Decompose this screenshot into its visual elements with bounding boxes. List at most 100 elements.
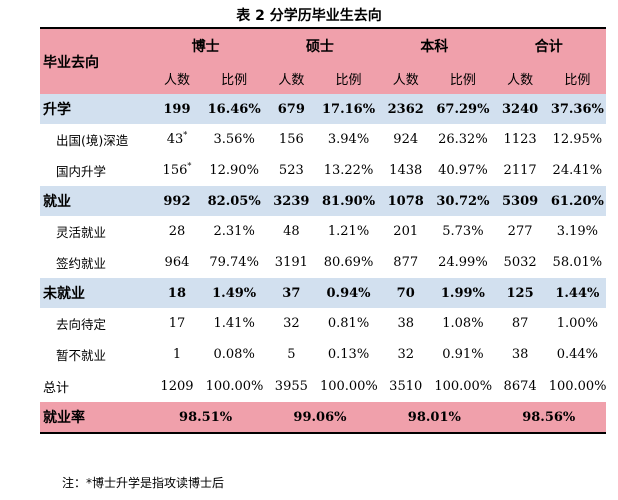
- count-value: 43: [166, 132, 184, 147]
- ratio-cell: 40.97%: [438, 163, 488, 178]
- ratio-cell: 3.19%: [556, 224, 598, 239]
- count-cell: 679: [262, 94, 320, 124]
- sub-header-count: 人数: [377, 62, 435, 94]
- ratio-cell: 26.32%: [438, 132, 488, 147]
- count-cell: 3239: [262, 186, 320, 216]
- ratio-cell: 13.22%: [323, 163, 374, 178]
- rate-value: 98.51%: [148, 402, 263, 434]
- sub-header-ratio: 比例: [434, 62, 492, 94]
- row-label: 出国(境)深造: [56, 133, 129, 148]
- ratio-cell: 1.41%: [213, 316, 255, 331]
- ratio-cell: 0.81%: [327, 316, 370, 331]
- group-header-bachelor: 本科: [377, 27, 492, 62]
- count-cell: 5: [287, 347, 296, 362]
- table-row: 暂不就业 1 0.08% 5 0.13% 32 0.91% 38 0.44%: [40, 339, 606, 370]
- sub-header-ratio: 比例: [319, 62, 378, 94]
- ratio-cell: 24.41%: [552, 163, 603, 178]
- ratio-cell: 1.49%: [205, 278, 263, 308]
- ratio-cell: 0.94%: [319, 278, 378, 308]
- ratio-cell: 82.05%: [205, 186, 263, 216]
- count-cell: 277: [507, 224, 533, 239]
- count-cell: 125: [491, 278, 549, 308]
- count-cell: 2362: [377, 94, 435, 124]
- row-label: 未就业: [40, 278, 149, 308]
- count-cell: 1: [172, 347, 182, 362]
- ratio-cell: 58.01%: [552, 255, 603, 270]
- count-cell: 3510: [389, 378, 423, 394]
- count-cell: 2117: [503, 163, 537, 178]
- table-row: 去向待定 17 1.41% 32 0.81% 38 1.08% 87 1.00%: [40, 308, 606, 339]
- row-label: 国内升学: [56, 164, 107, 179]
- ratio-cell: 17.16%: [319, 94, 378, 124]
- ratio-cell: 81.90%: [319, 186, 378, 216]
- count-cell: 1209: [160, 378, 194, 394]
- ratio-cell: 3.94%: [327, 132, 370, 147]
- ratio-cell: 24.99%: [438, 255, 488, 270]
- ratio-cell: 1.99%: [434, 278, 492, 308]
- table-row: 出国(境)深造 43* 3.56% 156 3.94% 924 26.32% 1123 12.9…: [40, 124, 606, 155]
- row-label: 暂不就业: [56, 348, 107, 363]
- count-cell: 37: [262, 278, 320, 308]
- rate-value: 98.01%: [377, 402, 492, 434]
- count-cell: 8674: [503, 378, 537, 394]
- row-label: 就业率: [40, 402, 149, 434]
- count-cell: 5032: [503, 255, 537, 270]
- count-cell: 523: [278, 163, 304, 178]
- count-cell: 877: [393, 255, 419, 270]
- count-cell: 156*: [148, 155, 205, 186]
- ratio-cell: 3.56%: [213, 132, 255, 147]
- count-cell: 3955: [274, 378, 308, 394]
- row-label: 去向待定: [56, 317, 107, 332]
- table-row: 就业 992 82.05% 3239 81.90% 1078 30.72% 5309 61.20…: [40, 186, 606, 216]
- row-label: 灵活就业: [56, 225, 107, 240]
- ratio-cell: 12.95%: [552, 132, 603, 147]
- ratio-cell: 5.73%: [442, 224, 484, 239]
- count-cell: 1123: [503, 132, 537, 147]
- ratio-cell: 12.90%: [209, 163, 259, 178]
- group-header-total: 合计: [491, 27, 606, 62]
- count-cell: 38: [397, 316, 414, 331]
- ratio-cell: 100.00%: [434, 378, 493, 394]
- sub-header-ratio: 比例: [205, 62, 263, 94]
- table-row: 升学 199 16.46% 679 17.16% 2362 67.29% 3240 37.36%: [40, 94, 606, 124]
- count-cell: 992: [148, 186, 206, 216]
- header-row-groups: 毕业去向 博士 硕士 本科 合计: [40, 27, 606, 94]
- ratio-cell: 100.00%: [548, 378, 607, 394]
- count-cell: 964: [164, 255, 190, 270]
- ratio-cell: 0.44%: [556, 347, 598, 362]
- header-row-sub: 人数 比例 人数 比例 人数 比例 人数 比例: [40, 62, 606, 94]
- sub-header-count: 人数: [262, 62, 320, 94]
- count-cell: 32: [397, 347, 414, 362]
- count-cell: 3191: [274, 255, 308, 270]
- graduate-destination-table: 毕业去向 博士 硕士 本科 合计 人数 比例 人数 比例 人数 比例 人数 比例…: [40, 27, 607, 434]
- ratio-cell: 1.44%: [548, 278, 606, 308]
- table-row: 未就业 18 1.49% 37 0.94% 70 1.99% 125 1.44%: [40, 278, 606, 308]
- sub-header-count: 人数: [491, 62, 549, 94]
- sub-header-ratio: 比例: [548, 62, 606, 94]
- row-label-header: 毕业去向: [40, 27, 149, 94]
- ratio-cell: 0.91%: [442, 347, 484, 362]
- table-row: 签约就业 964 79.74% 3191 80.69% 877 24.99% 5032 58.0…: [40, 247, 606, 278]
- count-cell: 201: [393, 224, 419, 239]
- table-row: 灵活就业 28 2.31% 48 1.21% 201 5.73% 277 3.19%: [40, 216, 606, 247]
- count-cell: 28: [168, 224, 186, 239]
- ratio-cell: 1.21%: [327, 224, 370, 239]
- footnote-mark: *: [187, 161, 192, 171]
- table-title: 表 2 分学历毕业生去向: [236, 8, 382, 24]
- count-cell: 87: [511, 316, 529, 331]
- count-cell: 1438: [389, 163, 423, 178]
- ratio-cell: 100.00%: [319, 378, 378, 394]
- count-cell: 43*: [148, 124, 205, 155]
- ratio-cell: 100.00%: [205, 378, 264, 394]
- footnote-mark: *: [183, 130, 188, 140]
- rate-value: 98.56%: [491, 402, 606, 434]
- table-row: 国内升学 156* 12.90% 523 13.22% 1438 40.97% 2117 24.…: [40, 155, 606, 186]
- count-cell: 5309: [491, 186, 549, 216]
- ratio-cell: 1.00%: [556, 316, 598, 331]
- count-cell: 3240: [491, 94, 549, 124]
- count-cell: 18: [148, 278, 206, 308]
- table-row: 总计 1209 100.00% 3955 100.00% 3510 100.00% 8674 1…: [40, 370, 607, 402]
- ratio-cell: 0.08%: [213, 347, 255, 362]
- ratio-cell: 79.74%: [209, 255, 259, 270]
- count-cell: 32: [283, 316, 300, 331]
